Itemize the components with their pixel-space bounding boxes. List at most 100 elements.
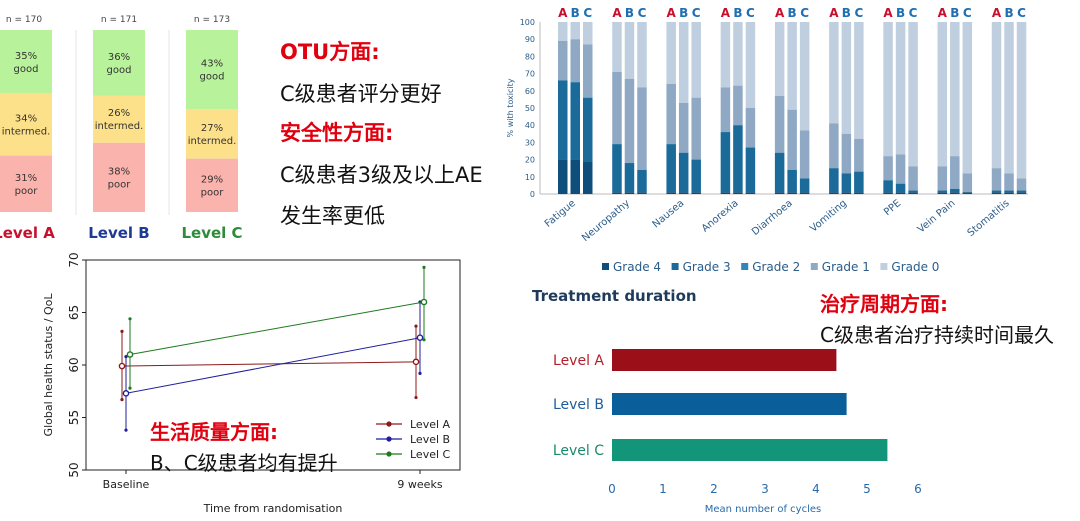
tox-group-letter: C <box>854 6 863 20</box>
tox-group-letter: C <box>583 6 592 20</box>
tox-bar-grade1 <box>1004 173 1014 191</box>
otu-segment-poor <box>93 142 145 212</box>
tox-bar-grade1 <box>895 154 906 184</box>
tox-bar-grade3 <box>691 159 701 193</box>
tox-bar-grade1 <box>570 39 580 83</box>
tox-bar-grade1 <box>637 87 647 170</box>
tox-bar-grade1 <box>691 97 701 160</box>
otu-n-label: n = 170 <box>6 15 42 25</box>
tox-bar-grade0 <box>691 22 701 98</box>
tox-group-letter: C <box>746 6 755 20</box>
tox-bar-grade0 <box>829 22 839 124</box>
safety-text-1: C级患者3级及以上AE <box>280 162 483 187</box>
duration-x-tick: 1 <box>659 482 667 496</box>
otu-cat-label: intermed. <box>95 121 144 132</box>
duration-bar <box>612 393 847 415</box>
tox-group-letter: B <box>896 6 905 20</box>
tox-bar-grade3 <box>733 125 743 193</box>
tox-bar-grade3 <box>908 190 918 193</box>
duration-x-tick: 3 <box>761 482 769 496</box>
qol-text: B、C级患者均有提升 <box>150 451 338 475</box>
tox-bar-grade4 <box>637 192 647 194</box>
otu-cat-label: good <box>107 65 132 76</box>
tox-legend-label: Grade 3 <box>683 260 731 274</box>
tox-bar-grade0 <box>745 22 756 108</box>
tox-category-label: Stomatitis <box>966 198 1012 239</box>
tox-bar-grade3 <box>991 190 1002 193</box>
tox-bar-grade1 <box>883 156 893 181</box>
tox-bar-grade0 <box>991 22 1002 169</box>
tox-bar-grade1 <box>829 123 839 169</box>
tox-legend-swatch <box>602 263 609 270</box>
tox-category-label: Nausea <box>651 198 687 230</box>
tox-bar-grade3 <box>787 169 797 193</box>
otu-pct-label: 35% <box>15 51 37 62</box>
otu-pct-label: 26% <box>108 108 130 119</box>
tox-category-label: Vein Pain <box>916 198 958 236</box>
otu-text: C级患者评分更好 <box>280 81 442 106</box>
tox-bar-grade1 <box>787 109 797 170</box>
qol-err-cap <box>128 317 132 321</box>
tox-group-letter: A <box>558 6 568 20</box>
tox-bar-grade3 <box>612 144 622 193</box>
tox-bar-grade4 <box>787 192 797 194</box>
tox-legend-label: Grade 1 <box>822 260 870 274</box>
qol-y-tick: 60 <box>67 357 81 372</box>
qol-legend-label: Level B <box>410 433 450 446</box>
tox-bar-grade4 <box>678 192 689 194</box>
tox-y-tick: 40 <box>525 121 535 130</box>
otu-pct-label: 34% <box>15 114 37 125</box>
tox-bar-grade3 <box>666 144 676 193</box>
qol-point <box>420 298 428 306</box>
qol-chart: 50 55 60 65 70 Baseline 9 weeks Global health s… <box>42 252 461 515</box>
duration-category-label: Level B <box>553 397 604 413</box>
tox-bar-grade3 <box>558 80 568 160</box>
qol-series-line <box>125 337 421 394</box>
otu-cat-label: poor <box>15 186 39 197</box>
qol-point <box>126 351 134 358</box>
otu-pct-label: 31% <box>15 173 37 184</box>
tox-bar-grade4 <box>841 192 852 194</box>
otu-segment-good <box>186 30 238 110</box>
duration-category-label: Level C <box>553 443 604 459</box>
otu-segment-intermed <box>0 93 52 156</box>
duration-x-label: Mean number of cycles <box>705 504 822 515</box>
tox-bar-grade3 <box>720 132 731 193</box>
tox-category-label: Diarrhoea <box>750 198 795 238</box>
tox-bar-grade0 <box>678 22 689 103</box>
tox-y-tick: 50 <box>525 104 535 113</box>
tox-y-label: % with toxicity <box>506 78 515 137</box>
tox-bar-grade1 <box>937 166 948 191</box>
tox-bar-grade0 <box>908 22 918 167</box>
tox-bar-grade1 <box>962 173 973 193</box>
tox-y-tick: 90 <box>525 35 535 44</box>
tox-bar-grade1 <box>666 83 676 145</box>
qol-plot-frame <box>85 259 461 471</box>
qol-series-line <box>129 301 425 355</box>
tox-bar-grade3 <box>1016 190 1027 193</box>
tox-bar-grade3 <box>829 168 839 193</box>
qol-err-cap <box>124 355 128 359</box>
tox-group-letter: A <box>612 6 622 20</box>
duration-x-tick: 6 <box>914 482 922 496</box>
tox-bar-grade4 <box>854 192 864 194</box>
tox-group-letter: A <box>721 6 731 20</box>
tox-bar-grade0 <box>583 22 593 45</box>
qol-series-line <box>121 361 417 367</box>
tox-legend-swatch <box>671 263 679 270</box>
tox-y-tick: 80 <box>525 52 535 61</box>
tox-y-tick: 10 <box>525 173 535 182</box>
tox-bar-grade4 <box>720 192 731 194</box>
duration-x-tick: 5 <box>863 482 871 496</box>
tox-bar-grade1 <box>950 156 960 189</box>
otu-n-label: n = 171 <box>101 15 137 25</box>
tox-bar-grade4 <box>583 161 593 194</box>
tox-bar-grade0 <box>666 22 676 84</box>
otu-segment-intermed <box>93 95 145 143</box>
tox-group-letter: A <box>667 6 677 20</box>
tox-bar-grade3 <box>678 152 689 193</box>
tox-legend-label: Grade 0 <box>891 260 939 274</box>
tox-group-letter: B <box>1004 6 1013 20</box>
otu-cat-label: good <box>14 64 39 75</box>
tox-bar-grade3 <box>937 190 948 193</box>
